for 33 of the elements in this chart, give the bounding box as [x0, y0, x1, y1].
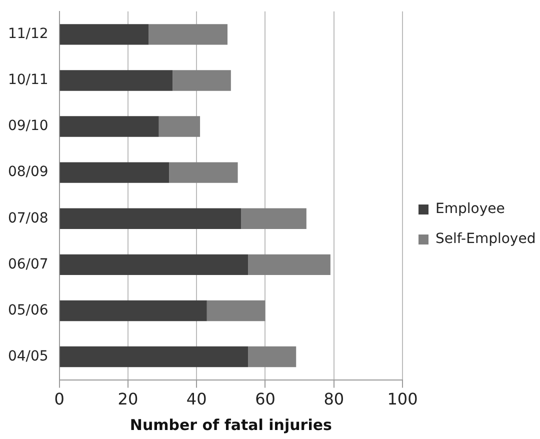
bar [248, 254, 330, 276]
x-tick-label: 40 [186, 390, 207, 409]
bar [248, 346, 296, 368]
bar [60, 116, 159, 137]
bar [148, 24, 228, 45]
y-tick-label: 11/12 [8, 26, 48, 42]
bar [60, 254, 248, 276]
bar [60, 162, 170, 183]
x-tick-label: 80 [324, 390, 344, 409]
bar [60, 300, 207, 322]
bar [206, 300, 266, 322]
x-tick-label: 100 [387, 390, 418, 409]
y-tick-label: 09/10 [8, 118, 48, 134]
x-tick-label: 60 [255, 390, 276, 409]
bar [60, 346, 248, 368]
bar [60, 208, 242, 229]
y-tick-label: 06/07 [8, 256, 48, 272]
legend-label: Self-Employed [436, 231, 536, 248]
bar [60, 24, 149, 45]
bar [60, 70, 173, 91]
y-tick-label: 04/05 [8, 348, 48, 364]
y-tick-label: 07/08 [8, 210, 48, 226]
bar [172, 70, 231, 91]
y-tick-label: 08/09 [8, 164, 48, 180]
bar [158, 116, 200, 137]
x-tick-label: 0 [54, 390, 64, 409]
bar [169, 162, 238, 183]
legend-label: Employee [436, 201, 505, 218]
y-tick-label: 10/11 [8, 72, 48, 88]
x-axis-title: Number of fatal injuries [130, 416, 332, 434]
y-tick-label: 05/06 [8, 302, 48, 318]
bar [241, 208, 306, 229]
x-tick-label: 20 [118, 390, 138, 409]
